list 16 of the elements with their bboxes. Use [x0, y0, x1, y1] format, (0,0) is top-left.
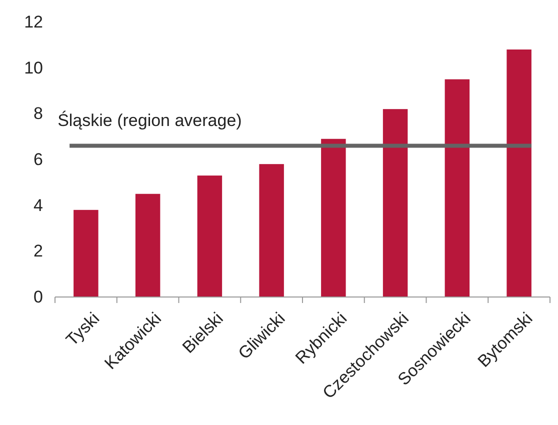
y-tick-label: 12 — [24, 12, 43, 32]
y-tick-label: 0 — [34, 287, 43, 306]
y-tick-label: 10 — [24, 58, 43, 78]
y-tick-label: 8 — [34, 104, 43, 124]
bar — [382, 109, 408, 297]
bar — [321, 138, 346, 297]
bar — [506, 50, 532, 297]
y-tick-label: 2 — [34, 242, 43, 261]
y-tick-label: 6 — [34, 150, 43, 169]
y-tick-label: 4 — [34, 196, 43, 215]
bar — [259, 164, 284, 297]
bar — [197, 176, 222, 297]
bar — [74, 210, 98, 297]
bar — [444, 79, 470, 297]
bar — [135, 194, 160, 297]
ref-line-label: Śląskie (region average) — [58, 110, 242, 130]
